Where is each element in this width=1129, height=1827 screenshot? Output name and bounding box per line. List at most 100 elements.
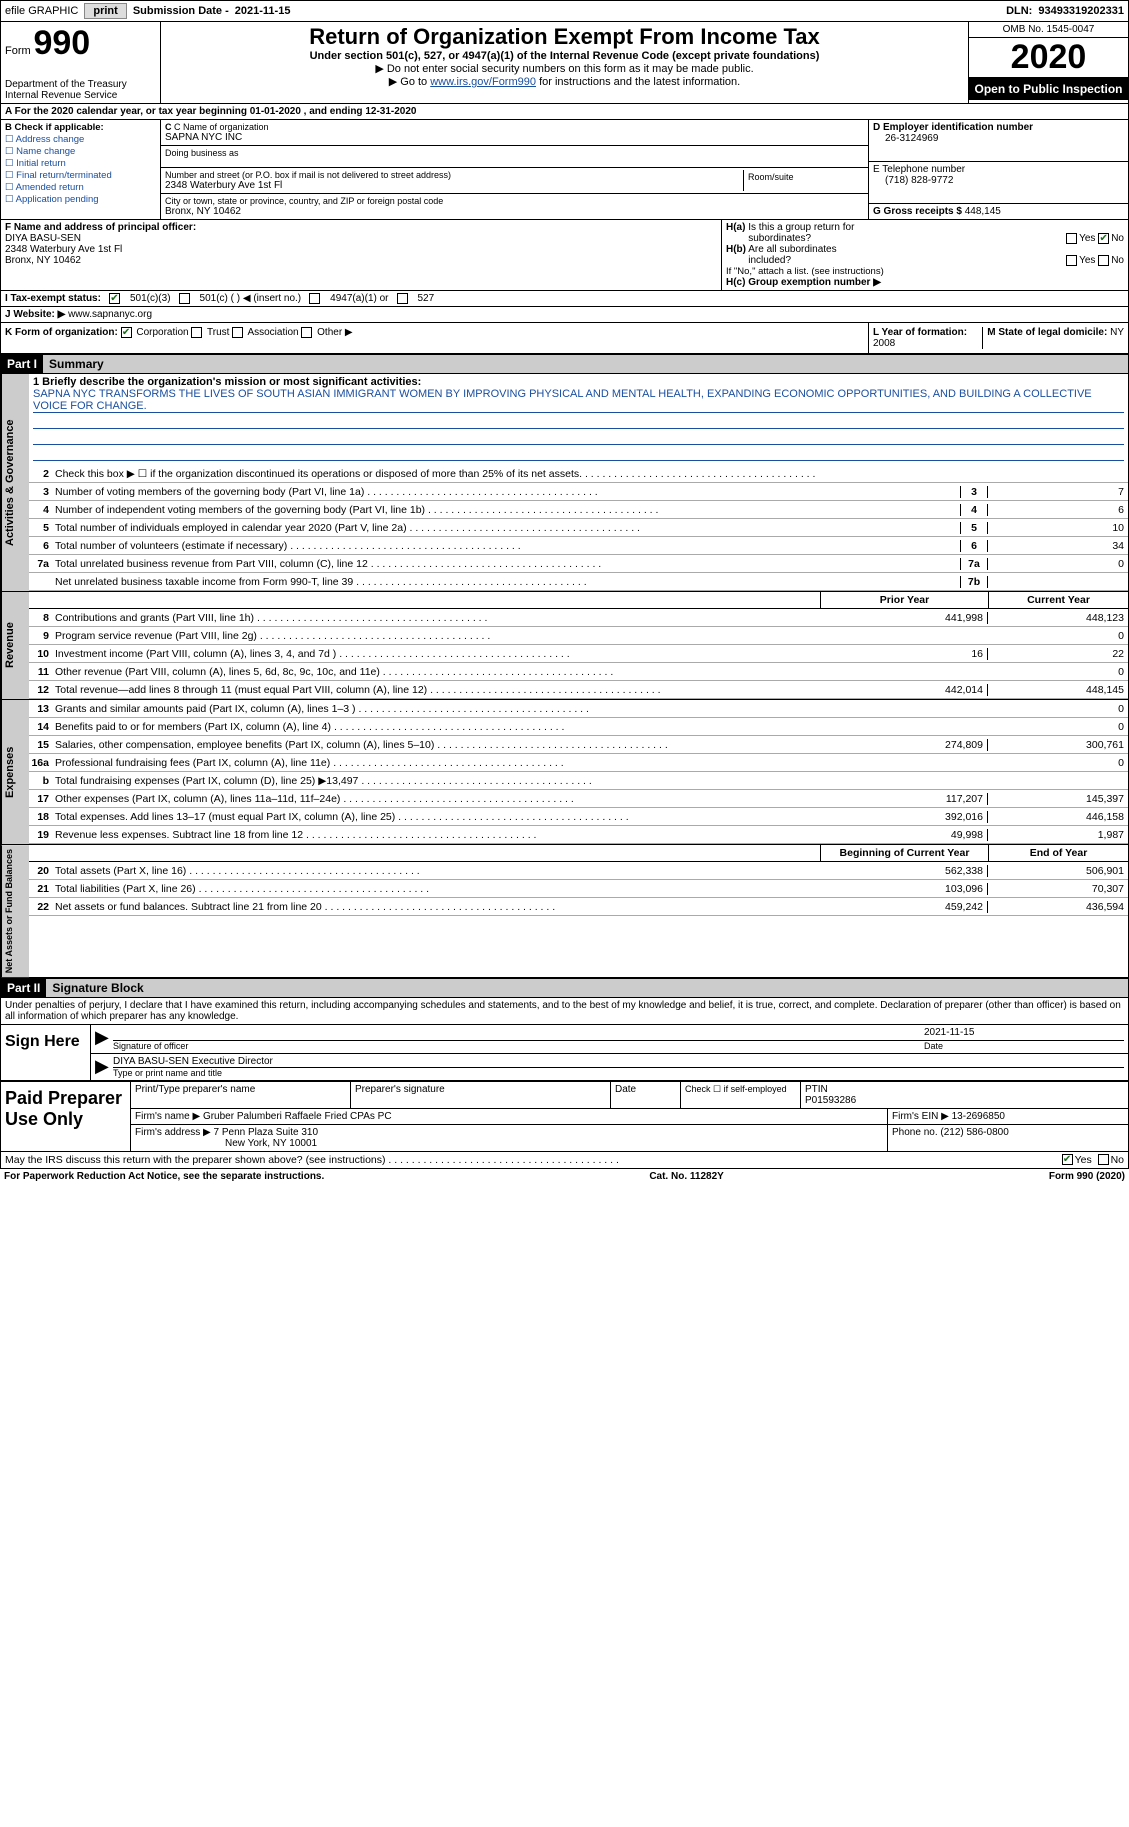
phone-value: (718) 828-9772	[885, 175, 953, 186]
ha-yes[interactable]	[1066, 233, 1077, 244]
ptin-label: PTIN	[805, 1084, 828, 1095]
type-print-label: Type or print name and title	[113, 1068, 1124, 1078]
row-i-tax-status: I Tax-exempt status: 501(c)(3) 501(c) ( …	[0, 291, 1129, 307]
chk-application-pending[interactable]: ☐ Application pending	[5, 194, 156, 205]
chk-association[interactable]	[232, 327, 243, 338]
side-label-revenue: Revenue	[1, 592, 29, 699]
chk-other[interactable]	[301, 327, 312, 338]
chk-527[interactable]	[397, 293, 408, 304]
firm-phone-label: Phone no.	[892, 1127, 940, 1138]
row-a-tax-year: A For the 2020 calendar year, or tax yea…	[0, 103, 1129, 120]
col-b-label: B Check if applicable:	[5, 122, 104, 133]
chk-address-change[interactable]: ☐ Address change	[5, 134, 156, 145]
data-line: 15Salaries, other compensation, employee…	[29, 736, 1128, 754]
chk-name-change[interactable]: ☐ Name change	[5, 146, 156, 157]
sig-date: 2021-11-15	[924, 1027, 1124, 1040]
ein-label: D Employer identification number	[873, 122, 1033, 133]
governance-section: Activities & Governance 1 Briefly descri…	[0, 374, 1129, 592]
year-formation: 2008	[873, 338, 895, 349]
chk-501c3[interactable]	[109, 293, 120, 304]
discuss-yes-label: Yes	[1075, 1154, 1092, 1166]
declaration-text: Under penalties of perjury, I declare th…	[0, 998, 1129, 1024]
revenue-section: Revenue Prior Year Current Year 8Contrib…	[0, 592, 1129, 700]
firm-addr2: New York, NY 10001	[225, 1138, 317, 1149]
officer-name: DIYA BASU-SEN	[5, 233, 81, 244]
section-bcdeg: B Check if applicable: ☐ Address change …	[0, 120, 1129, 220]
officer-print-name: DIYA BASU-SEN Executive Director	[113, 1056, 1124, 1068]
note-2-pre: ▶ Go to	[389, 76, 430, 88]
hb-note: If "No," attach a list. (see instruction…	[726, 266, 1124, 277]
paid-preparer-label: Paid Preparer Use Only	[1, 1082, 131, 1151]
row-f-h: F Name and address of principal officer:…	[0, 220, 1129, 291]
discuss-row: May the IRS discuss this return with the…	[0, 1152, 1129, 1169]
org-address: 2348 Waterbury Ave 1st Fl	[165, 180, 282, 191]
officer-label: F Name and address of principal officer:	[5, 222, 196, 233]
data-line: 21Total liabilities (Part X, line 26)103…	[29, 880, 1128, 898]
sign-here-section: Sign Here ▶ 2021-11-15 Signature of offi…	[0, 1024, 1129, 1082]
hb-yes[interactable]	[1066, 255, 1077, 266]
chk-final-return[interactable]: ☐ Final return/terminated	[5, 170, 156, 181]
form-subtitle: Under section 501(c), 527, or 4947(a)(1)…	[165, 50, 964, 62]
data-line: 19Revenue less expenses. Subtract line 1…	[29, 826, 1128, 844]
data-line: 8Contributions and grants (Part VIII, li…	[29, 609, 1128, 627]
discuss-no[interactable]	[1098, 1154, 1109, 1165]
gross-receipts-label: G Gross receipts $	[873, 206, 965, 217]
expenses-section: Expenses 13Grants and similar amounts pa…	[0, 700, 1129, 845]
data-line: 13Grants and similar amounts paid (Part …	[29, 700, 1128, 718]
data-line: 22Net assets or fund balances. Subtract …	[29, 898, 1128, 916]
opt-corp: Corporation	[136, 327, 188, 338]
form-header: Form 990 Department of the Treasury Inte…	[0, 22, 1129, 103]
col-b-checkboxes: B Check if applicable: ☐ Address change …	[1, 120, 161, 219]
tax-year: 2020	[969, 38, 1128, 78]
ha-no-label: No	[1111, 233, 1124, 244]
chk-trust[interactable]	[191, 327, 202, 338]
discuss-yes[interactable]	[1062, 1154, 1073, 1165]
submission-date: 2021-11-15	[235, 5, 291, 17]
ha-no[interactable]	[1098, 233, 1109, 244]
gov-line: 7aTotal unrelated business revenue from …	[29, 555, 1128, 573]
chk-corporation[interactable]	[121, 327, 132, 338]
chk-4947[interactable]	[309, 293, 320, 304]
part-1-header: Part I Summary	[0, 354, 1129, 374]
part-1-tag: Part I	[1, 355, 43, 373]
ha-yes-label: Yes	[1079, 233, 1095, 244]
instructions-link[interactable]: www.irs.gov/Form990	[430, 76, 536, 88]
firm-phone: (212) 586-0800	[940, 1127, 1008, 1138]
firm-ein-label: Firm's EIN ▶	[892, 1111, 952, 1122]
opt-other: Other ▶	[317, 327, 352, 338]
footer-form: Form 990 (2020)	[1049, 1171, 1125, 1182]
footer-left: For Paperwork Reduction Act Notice, see …	[4, 1171, 324, 1182]
part-1-title: Summary	[43, 355, 1128, 373]
hc-label: H(c) Group exemption number ▶	[726, 277, 881, 288]
officer-addr2: Bronx, NY 10462	[5, 255, 81, 266]
org-form-label: K Form of organization:	[5, 327, 118, 338]
print-button[interactable]: print	[84, 3, 126, 19]
part-2-title: Signature Block	[46, 979, 1128, 997]
form-title: Return of Organization Exempt From Incom…	[165, 24, 964, 50]
tax-status-label: I Tax-exempt status:	[5, 293, 101, 304]
hb-no[interactable]	[1098, 255, 1109, 266]
mission-label: 1 Briefly describe the organization's mi…	[33, 376, 421, 388]
room-label: Room/suite	[748, 172, 794, 182]
paid-preparer-section: Paid Preparer Use Only Print/Type prepar…	[0, 1082, 1129, 1152]
c-name-label: C Name of organization	[174, 122, 269, 132]
part-2-tag: Part II	[1, 979, 46, 997]
part-2-header: Part II Signature Block	[0, 978, 1129, 998]
opt-assoc: Association	[247, 327, 298, 338]
dln-value: 93493319202331	[1038, 5, 1124, 17]
data-line: 20Total assets (Part X, line 16)562,3385…	[29, 862, 1128, 880]
row-j-website: J Website: ▶ www.sapnanyc.org	[0, 307, 1129, 323]
sig-date-label: Date	[924, 1041, 1124, 1051]
chk-501c[interactable]	[179, 293, 190, 304]
gross-receipts-value: 448,145	[965, 206, 1001, 217]
gov-line: 5Total number of individuals employed in…	[29, 519, 1128, 537]
note-1: ▶ Do not enter social security numbers o…	[165, 62, 964, 75]
org-name: SAPNA NYC INC	[165, 132, 242, 143]
dln-label: DLN:	[1006, 5, 1032, 17]
gov-line: 3Number of voting members of the governi…	[29, 483, 1128, 501]
firm-ein: 13-2696850	[952, 1111, 1005, 1122]
addr-label: Number and street (or P.O. box if mail i…	[165, 170, 743, 180]
chk-amended-return[interactable]: ☐ Amended return	[5, 182, 156, 193]
note-2-post: for instructions and the latest informat…	[539, 76, 740, 88]
chk-initial-return[interactable]: ☐ Initial return	[5, 158, 156, 169]
